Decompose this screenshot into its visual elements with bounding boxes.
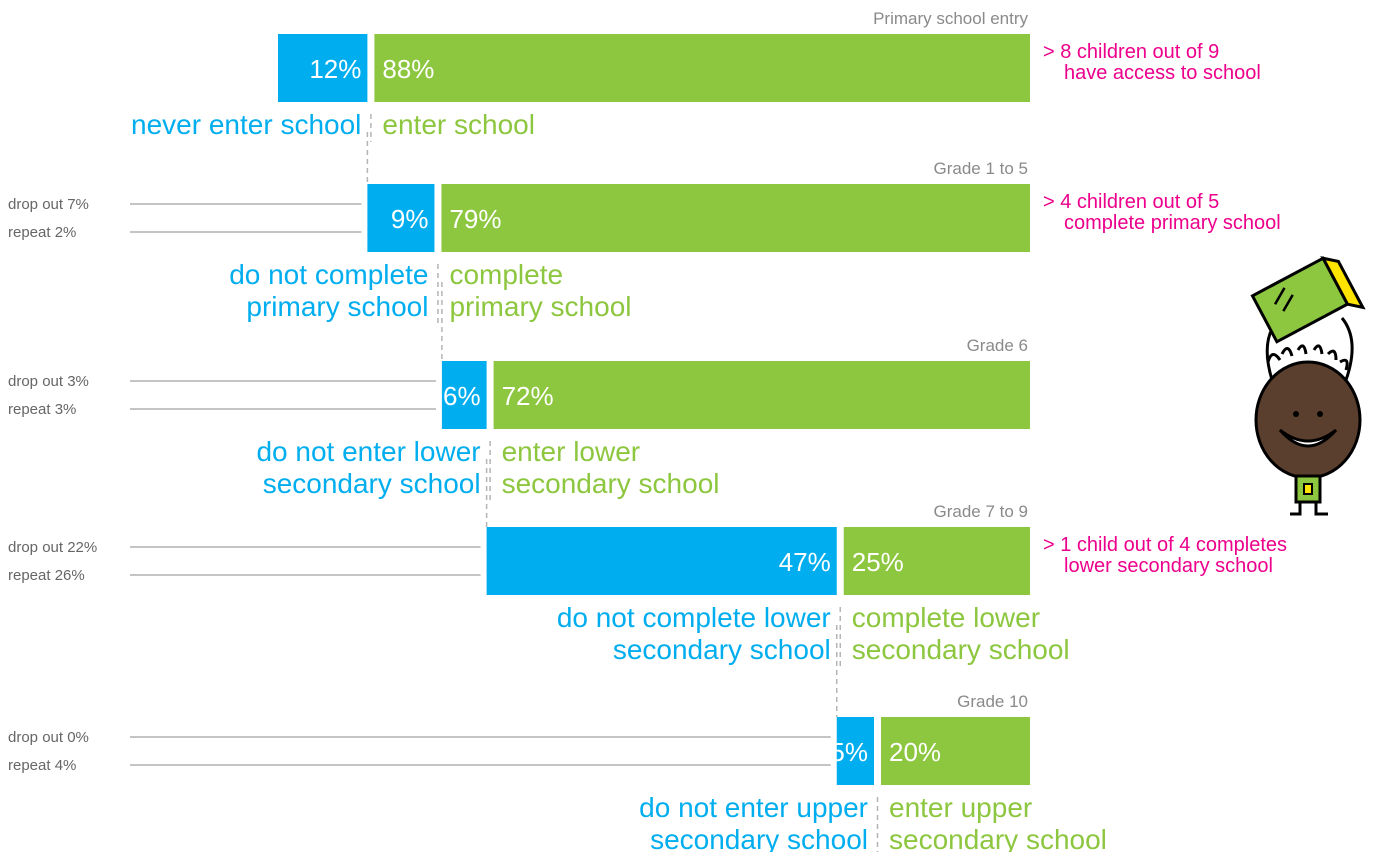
bar-progressing (493, 361, 1031, 429)
caption-not-progressing: do not enter lower (256, 436, 480, 467)
caption-not-progressing: primary school (246, 291, 428, 322)
note-text: > 8 children out of 9 (1043, 41, 1219, 63)
caption-not-progressing: do not complete (229, 259, 428, 290)
bar-not-progressing (367, 184, 435, 252)
stage-title: Grade 10 (957, 692, 1028, 711)
label-layer: Primary school entry 12% 88% never enter sc… (8, 9, 1287, 852)
stage-title: Primary school entry (873, 9, 1028, 28)
bar-value-not-progressing: 47% (779, 547, 831, 577)
bar-value-progressing: 88% (382, 54, 434, 84)
stage-title: Grade 6 (967, 336, 1028, 355)
bar-layer (278, 34, 1031, 785)
dropout-label: drop out 22% (8, 539, 97, 556)
bar-value-not-progressing: 9% (391, 204, 429, 234)
bar-value-not-progressing: 6% (443, 381, 481, 411)
bar-value-not-progressing: 12% (309, 54, 361, 84)
caption-progressing: complete (449, 259, 563, 290)
connector-layer (130, 114, 879, 852)
bar-not-progressing (441, 361, 487, 429)
repeat-label: repeat 3% (8, 401, 76, 418)
bar-progressing (843, 527, 1030, 595)
caption-progressing: enter upper (889, 792, 1032, 823)
caption-not-progressing: secondary school (613, 634, 831, 665)
repeat-label: repeat 2% (8, 224, 76, 241)
caption-progressing: complete lower (852, 602, 1040, 633)
note-text: > 4 children out of 5 (1043, 191, 1219, 213)
bar-value-not-progressing: 5% (830, 737, 868, 767)
bar-progressing (374, 34, 1030, 102)
dropout-label: drop out 0% (8, 729, 89, 746)
dropout-label: drop out 3% (8, 373, 89, 390)
caption-not-progressing: do not complete lower (557, 602, 831, 633)
caption-progressing: secondary school (502, 468, 720, 499)
caption-not-progressing: secondary school (650, 824, 868, 852)
bar-value-progressing: 25% (852, 547, 904, 577)
caption-progressing: enter school (382, 109, 535, 140)
caption-not-progressing: never enter school (131, 109, 361, 140)
note-text: lower secondary school (1064, 555, 1273, 577)
bar-not-progressing (486, 527, 837, 595)
stage-title: Grade 7 to 9 (933, 502, 1028, 521)
note-text: have access to school (1064, 62, 1261, 84)
caption-progressing: secondary school (852, 634, 1070, 665)
caption-not-progressing: secondary school (263, 468, 481, 499)
bar-value-progressing: 20% (889, 737, 941, 767)
note-text: > 1 child out of 4 completes (1043, 534, 1287, 556)
child-holding-book-icon (1250, 256, 1366, 516)
bar-progressing (441, 184, 1030, 252)
caption-progressing: enter lower (502, 436, 641, 467)
note-text: complete primary school (1064, 212, 1281, 234)
dropout-label: drop out 7% (8, 196, 89, 213)
bar-not-progressing (278, 34, 368, 102)
bar-progressing (881, 717, 1030, 785)
repeat-label: repeat 4% (8, 757, 76, 774)
caption-not-progressing: do not enter upper (639, 792, 868, 823)
stage-title: Grade 1 to 5 (933, 159, 1028, 178)
bar-value-progressing: 79% (449, 204, 501, 234)
caption-progressing: primary school (449, 291, 631, 322)
caption-progressing: secondary school (889, 824, 1107, 852)
bar-not-progressing (836, 717, 874, 785)
bar-value-progressing: 72% (502, 381, 554, 411)
repeat-label: repeat 26% (8, 567, 85, 584)
